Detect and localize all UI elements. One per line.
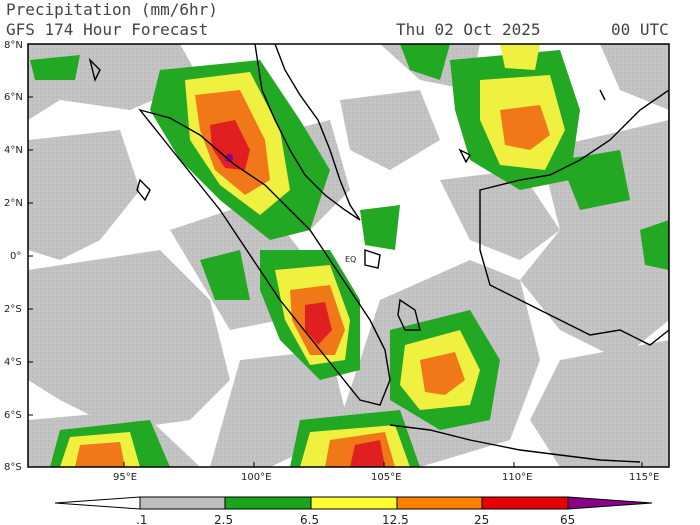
- lat-label-8n: 8°N: [4, 40, 23, 51]
- colorbar-label-1: 2.5: [214, 513, 233, 525]
- colorbar-swatch-moderate: [224, 496, 312, 510]
- equator-marker: EQ: [345, 255, 356, 264]
- colorbar-label-3: 12.5: [382, 513, 409, 525]
- colorbar-swatch-very-heavy: [396, 496, 483, 510]
- lat-label-4n: 4°N: [4, 145, 23, 156]
- valid-date: Thu 02 Oct 2025: [396, 20, 541, 39]
- latitude-axis: 8°N 6°N 4°N 2°N 0° 2°S 4°S 6°S 8°S: [4, 40, 33, 473]
- colorbar-label-5: 65: [560, 513, 575, 525]
- lat-label-8s: 8°S: [4, 462, 22, 473]
- colorbar-label-2: 6.5: [300, 513, 319, 525]
- valid-time: 00 UTC: [611, 20, 669, 39]
- colorbar-swatch-heavy: [310, 496, 398, 510]
- lat-label-2s: 2°S: [4, 304, 22, 315]
- lon-label-115e: 115°E: [629, 472, 659, 483]
- colorbar: .1 2.5 6.5 12.5 25 65: [54, 496, 653, 525]
- lon-label-95e: 95°E: [113, 472, 137, 483]
- colorbar-low-arrow: [54, 496, 141, 510]
- lon-label-100e: 100°E: [241, 472, 271, 483]
- map-title: Precipitation (mm/6hr): [6, 0, 218, 19]
- colorbar-label-4: 25: [474, 513, 489, 525]
- lat-label-6n: 6°N: [4, 92, 23, 103]
- colorbar-high-arrow: [567, 496, 653, 510]
- coastlines: [88, 44, 669, 463]
- model-forecast-label: GFS 174 Hour Forecast: [6, 20, 209, 39]
- lat-label-2n: 2°N: [4, 198, 23, 209]
- lat-label-6s: 6°S: [4, 410, 22, 421]
- longitude-axis: 95°E 100°E 105°E 110°E 115°E: [113, 462, 659, 483]
- colorbar-swatch-light: [139, 496, 226, 510]
- extreme-precip-areas: [210, 120, 385, 467]
- lon-label-110e: 110°E: [502, 472, 532, 483]
- lat-label-4s: 4°S: [4, 357, 22, 368]
- colorbar-swatch-extreme: [481, 496, 569, 510]
- colorbar-label-0: .1: [136, 513, 147, 525]
- lon-label-105e: 105°E: [371, 472, 401, 483]
- lat-label-eq: 0°: [10, 251, 21, 262]
- precip-field: EQ: [28, 44, 669, 467]
- max-precip-spot: [225, 154, 233, 162]
